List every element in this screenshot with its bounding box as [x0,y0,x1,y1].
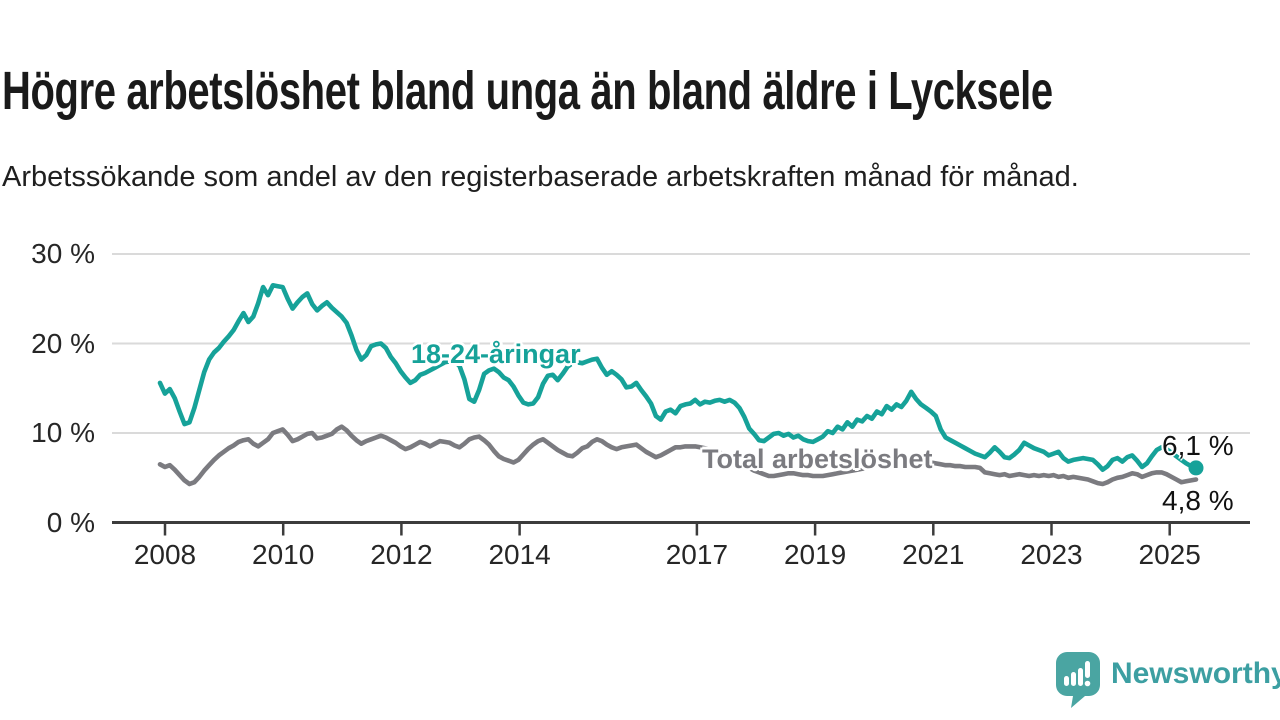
logo-bar-1 [1064,676,1069,686]
logo-exclamation-stem [1085,661,1090,678]
y-axis-label-0: 0 % [46,506,95,538]
newsworthy-logo-icon [1056,652,1100,708]
series-line-total [157,424,1199,487]
newsworthy-logo-text: Newsworthy [1111,657,1280,690]
logo-bar-2 [1071,672,1076,686]
logo-exclamation-dot [1084,680,1091,687]
series-end-dot-youth [1188,460,1204,476]
x-axis-label-2017: 2017 [665,539,729,570]
y-axis-label-30: 30 % [31,238,95,269]
page-title: Högre arbetslöshet bland unga än bland ä… [2,61,1053,122]
x-axis-label-2025: 2025 [1138,539,1201,570]
x-axis-label-2012: 2012 [370,539,433,570]
series-line-youth [157,282,1199,473]
end-value-label-total: 4,8 % [1162,484,1234,516]
x-axis-label-2010: 2010 [252,539,315,570]
x-axis-label-2023: 2023 [1020,539,1083,570]
x-axis-label-2021: 2021 [902,539,965,570]
x-axis-label-2014: 2014 [488,539,551,570]
logo-bar-3 [1078,668,1083,686]
page-subtitle: Arbetssökande som andel av den registerb… [2,161,1079,193]
y-axis-label-20: 20 % [31,327,95,359]
y-axis-label-10: 10 % [31,417,95,448]
x-axis-label-2008: 2008 [133,539,197,570]
x-axis-label-2019: 2019 [783,539,847,570]
end-value-label-youth: 6,1 % [1162,429,1234,461]
series-label-youth: 18-24-åringar [411,339,581,369]
series-label-total: Total arbetslöshet [702,444,933,474]
newsworthy-logo: Newsworthy [1054,652,1280,708]
